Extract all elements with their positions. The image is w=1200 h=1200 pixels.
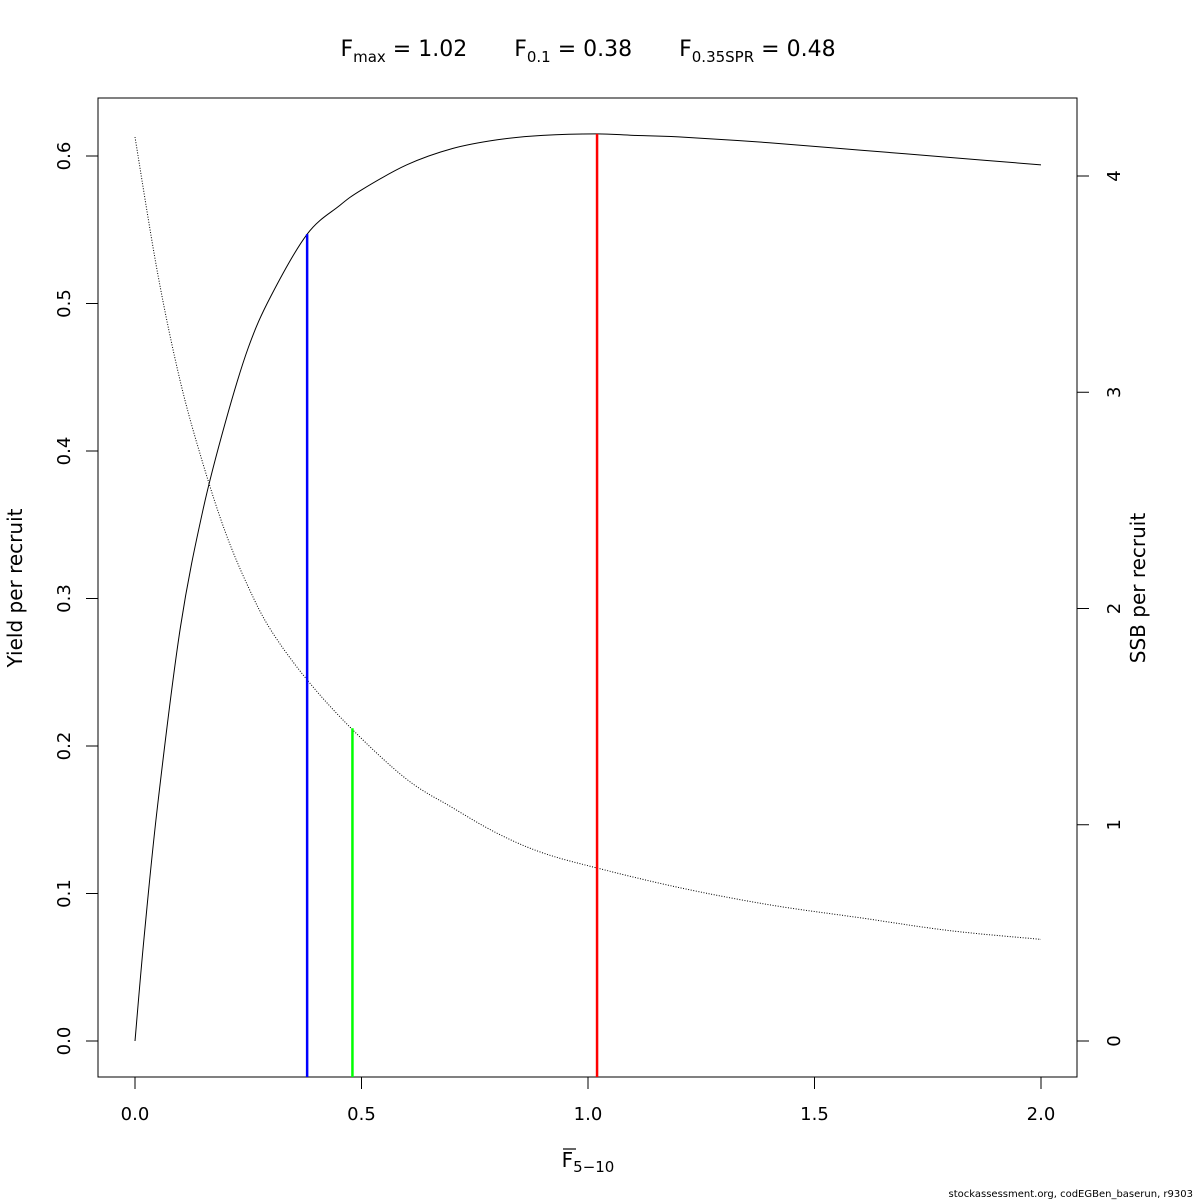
svg-text:F5−10: F5−10	[562, 1148, 615, 1176]
x-tick-label: 2.0	[1027, 1104, 1056, 1125]
x-tick-label: 1.0	[574, 1104, 603, 1125]
yield-per-recruit-line	[134, 133, 1042, 1042]
y-tick-label: 0.6	[54, 142, 75, 171]
fspr-value: = 0.48	[754, 37, 835, 62]
fspr-symbol: F	[679, 37, 692, 62]
ssb-per-recruit-line	[134, 136, 1042, 940]
fmax-subscript: max	[353, 48, 386, 66]
y2-tick-label: 4	[1104, 170, 1125, 181]
x-axis-label: F5−10	[562, 1148, 615, 1176]
y2-axis-label: SSB per recruit	[1126, 513, 1150, 664]
axis-ticks: 0.0 0.5 1.0 1.5 2.0 0.0 0.1 0.2 0.3 0.4 0.5 0.6 0 1 2 3…	[54, 142, 1125, 1125]
fmax-value: = 1.02	[386, 37, 467, 62]
y-axis-label: Yield per recruit	[3, 508, 27, 668]
y-tick-label: 0.4	[54, 437, 75, 466]
f01-symbol: F	[514, 37, 527, 62]
y-tick-label: 0.5	[54, 289, 75, 318]
plot-frame	[97, 97, 1078, 1078]
y2-tick-label: 3	[1104, 387, 1125, 398]
fmax-symbol: F	[340, 37, 353, 62]
y-tick-label: 0.0	[54, 1027, 75, 1056]
fspr-subscript: 0.35SPR	[692, 48, 754, 66]
f01-subscript: 0.1	[527, 48, 551, 66]
y-tick-label: 0.3	[54, 584, 75, 613]
x-tick-label: 1.5	[800, 1104, 829, 1125]
y2-tick-label: 1	[1104, 819, 1125, 830]
y2-tick-label: 2	[1104, 603, 1125, 614]
x-tick-label: 0.5	[347, 1104, 376, 1125]
x-axis-label-symbol: F	[562, 1148, 574, 1172]
y-tick-label: 0.2	[54, 732, 75, 761]
footer-source: stockassessment.org, codEGBen_baserun, r…	[949, 1189, 1194, 1200]
chart-title: Fmax = 1.02 F0.1 = 0.38 F0.35SPR = 0.48	[340, 37, 835, 66]
y2-tick-label: 0	[1104, 1035, 1125, 1046]
x-tick-label: 0.0	[121, 1104, 150, 1125]
x-axis-label-subscript: 5−10	[573, 1158, 614, 1176]
chart-marks	[134, 133, 1042, 1077]
f01-value: = 0.38	[551, 37, 632, 62]
y-tick-label: 0.1	[54, 879, 75, 908]
